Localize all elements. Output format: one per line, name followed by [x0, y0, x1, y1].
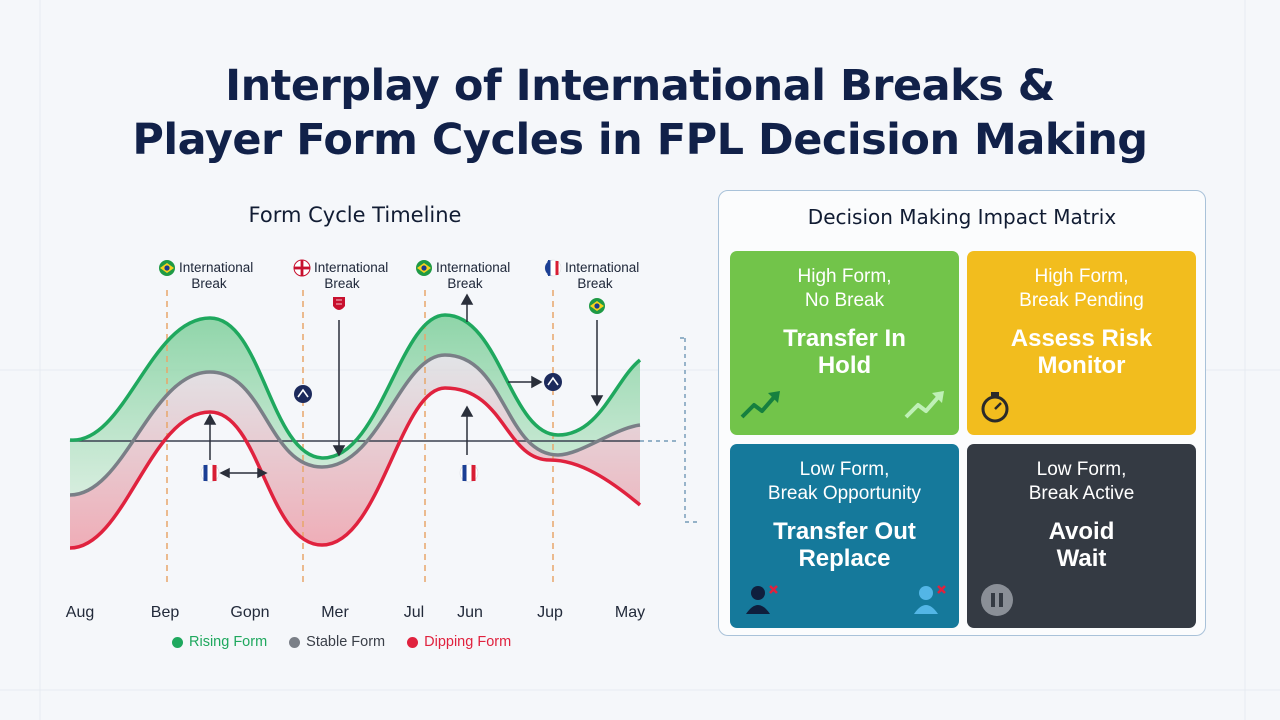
cell-action-line: Assess Risk — [1010, 325, 1153, 352]
rising-stable-band — [70, 315, 640, 495]
break-label-4: International Break — [544, 259, 639, 314]
break-label-3: International Break — [416, 260, 510, 291]
cell-condition: High Form, No Break — [730, 265, 959, 313]
legend-item-stable: Stable Form — [289, 634, 385, 650]
stable-dipping-band — [70, 355, 640, 548]
cell-action-line: Transfer In — [783, 325, 906, 352]
cell-action: Transfer Out Replace — [730, 518, 959, 572]
break-label-text: Break — [447, 276, 483, 291]
rising-form-line — [69, 313, 642, 460]
matrix-bracket — [680, 337, 700, 523]
cell-condition: Low Form, Break Active — [967, 458, 1196, 506]
cell-condition-line: Low Form, — [799, 459, 890, 480]
cell-condition-line: High Form, — [797, 266, 892, 287]
cell-condition-line: Low Form, — [1036, 459, 1127, 480]
cell-condition: Low Form, Break Opportunity — [730, 458, 959, 506]
x-tick-label: Gopn — [230, 604, 269, 621]
break-label-1: International Break — [159, 260, 253, 291]
x-tick-label: Jun — [457, 604, 483, 621]
trend-up-icon — [740, 391, 780, 419]
legend-label: Rising Form — [189, 634, 268, 650]
dipping-form-line — [69, 386, 642, 550]
legend-label: Stable Form — [306, 634, 386, 650]
cell-condition-line: Break Active — [1028, 483, 1135, 504]
club-badge-icon — [294, 385, 312, 403]
legend-item-dipping: Dipping Form — [407, 634, 511, 650]
remove-player-icon — [746, 585, 778, 614]
flag-france-icon — [200, 463, 220, 483]
page-title-line-2: Player Form Cycles in FPL Decision Makin… — [132, 114, 1148, 165]
x-tick-label: Aug — [66, 604, 94, 621]
legend-dot-stable — [289, 636, 301, 648]
x-tick-label: May — [615, 604, 645, 621]
cell-action-line: Monitor — [1037, 352, 1126, 379]
cell-action-line: Wait — [1056, 545, 1107, 572]
flag-brazil-icon — [159, 260, 175, 276]
page-title: Interplay of International Breaks & Play… — [0, 59, 1280, 167]
matrix-cell-high-form-break-pending: High Form, Break Pending Assess Risk Mon… — [967, 251, 1196, 435]
page-title-line-1: Interplay of International Breaks & — [225, 60, 1055, 111]
chart-legend: Rising Form Stable Form Dipping Form — [172, 634, 511, 650]
pause-icon — [981, 584, 1013, 616]
break-label-text: Break — [324, 276, 360, 291]
cell-action: Avoid Wait — [967, 518, 1196, 572]
annotation-arrows — [203, 293, 604, 479]
cell-condition-line: High Form, — [1034, 266, 1129, 287]
remove-player-icon — [914, 585, 946, 614]
legend-dot-dipping — [407, 636, 419, 648]
cell-condition: High Form, Break Pending — [967, 265, 1196, 313]
cell-condition-line: Break Pending — [1019, 290, 1144, 311]
cell-action-line: Hold — [817, 352, 872, 379]
cell-action-line: Replace — [798, 545, 891, 572]
break-label-text: International — [436, 260, 510, 275]
club-crest-icon — [333, 297, 345, 310]
cell-action: Assess Risk Monitor — [967, 325, 1196, 379]
trend-up-icon — [904, 391, 944, 419]
flag-brazil-icon — [416, 260, 432, 276]
legend-item-rising: Rising Form — [172, 634, 267, 650]
break-label-text: Break — [191, 276, 227, 291]
matrix-title: Decision Making Impact Matrix — [807, 205, 1117, 229]
x-tick-label: Jul — [404, 604, 424, 621]
cell-action-line: Transfer Out — [773, 518, 916, 545]
legend-dot-rising — [172, 636, 183, 648]
flag-brazil-icon — [589, 298, 605, 314]
timeline-title: Form Cycle Timeline — [248, 203, 462, 227]
stopwatch-icon — [981, 392, 1009, 423]
cell-action-line: Avoid — [1048, 518, 1115, 545]
cell-condition-line: Break Opportunity — [767, 483, 922, 504]
impact-matrix-panel: Decision Making Impact Matrix High Form,… — [718, 190, 1206, 636]
break-label-text: Break — [577, 276, 613, 291]
x-tick-label: Jup — [537, 604, 563, 621]
flag-france-icon — [544, 259, 562, 277]
flag-france-icon — [459, 463, 479, 483]
break-label-text: International — [565, 260, 639, 275]
cell-condition-line: No Break — [804, 290, 885, 311]
flag-england-icon — [293, 259, 311, 277]
legend-label: Dipping Form — [424, 634, 512, 650]
matrix-cell-low-form-break-opportunity: Low Form, Break Opportunity Transfer Out… — [730, 444, 959, 628]
stable-form-line — [69, 353, 641, 497]
break-label-2: International Break — [293, 259, 388, 310]
club-badge-icon — [544, 373, 562, 391]
form-cycle-chart: International Break International Break … — [66, 259, 700, 621]
cell-action: Transfer In Hold — [730, 325, 959, 379]
matrix-cell-high-form-no-break: High Form, No Break Transfer In Hold — [730, 251, 959, 435]
matrix-cell-low-form-break-active: Low Form, Break Active Avoid Wait — [967, 444, 1196, 628]
break-label-text: International — [314, 260, 388, 275]
x-tick-label: Mer — [321, 604, 349, 621]
break-label-text: International — [179, 260, 253, 275]
x-tick-label: Bep — [151, 604, 180, 621]
